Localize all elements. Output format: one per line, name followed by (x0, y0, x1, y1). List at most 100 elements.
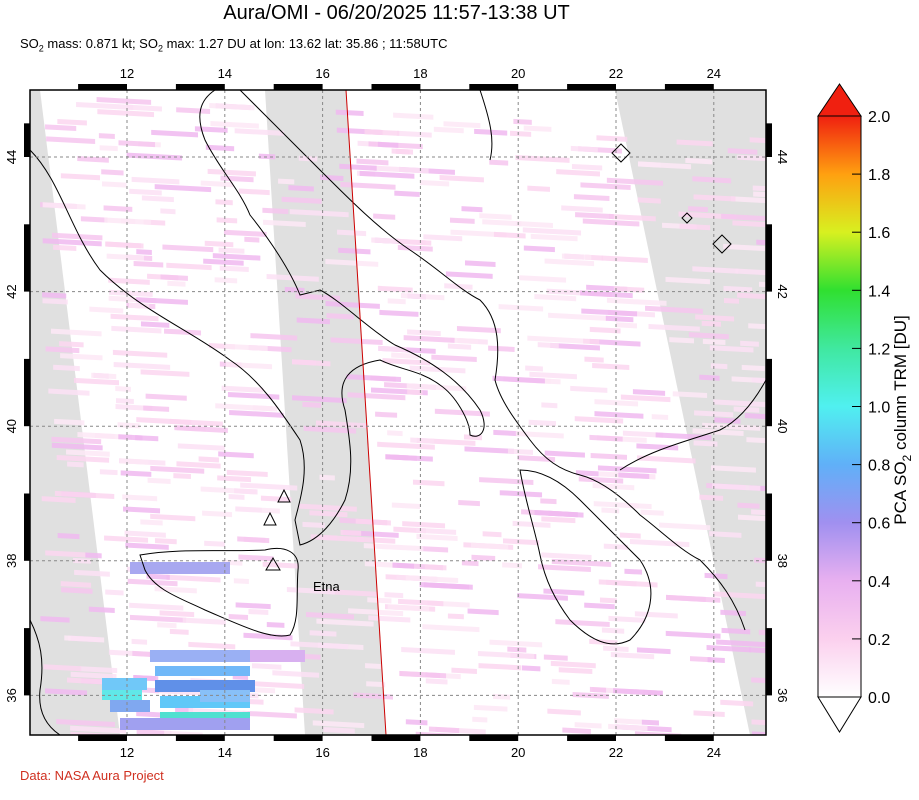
colorbar-tick-label: 0.8 (868, 458, 890, 475)
so2-pixel (154, 538, 177, 545)
so2-pixel (129, 302, 150, 309)
so2-pixel (541, 402, 558, 409)
so2-pixel (238, 188, 270, 196)
so2-pixel (141, 195, 174, 203)
so2-pixel (235, 506, 262, 513)
lon-tick-label-top: 24 (707, 66, 721, 81)
so2-pixel (355, 747, 414, 755)
so2-pixel (251, 663, 282, 670)
so2-pixel (702, 338, 726, 346)
so2-pixel (326, 589, 377, 597)
so2-pixel (216, 217, 238, 224)
so2-pixel (113, 361, 171, 370)
so2-pixel (373, 213, 396, 220)
etna-volcano-marker[interactable] (265, 557, 281, 571)
so2-pixel (672, 391, 708, 399)
so2-pixel (527, 335, 585, 344)
so2-pixel (229, 410, 284, 418)
diamond-marker[interactable] (681, 212, 693, 224)
so2-pixel (143, 405, 170, 412)
so2-pixel (40, 616, 70, 623)
so2-pixel-layer (40, 97, 766, 757)
so2-pixel (164, 328, 202, 336)
so2-pixel (115, 404, 153, 411)
so2-pixel (422, 624, 480, 633)
so2-pixel (492, 693, 511, 700)
so2-pixel (434, 408, 490, 417)
diamond-marker[interactable] (712, 234, 732, 254)
diamond-marker[interactable] (611, 143, 631, 163)
so2-pixel (177, 443, 225, 451)
so2-pixel (749, 485, 766, 493)
so2-pixel (599, 597, 617, 604)
so2-pixel (679, 223, 711, 231)
so2-pixel-high (250, 650, 305, 662)
so2-pixel (209, 102, 255, 111)
so2-pixel (60, 581, 92, 588)
so2-mass-prefix: SO (20, 36, 39, 51)
map-title: Aura/OMI - 06/20/2025 11:57-13:38 UT (223, 2, 570, 24)
so2-pixel (699, 494, 724, 501)
so2-pixel (601, 255, 648, 263)
so2-pixel (377, 441, 435, 450)
so2-pixel (42, 202, 86, 210)
so2-pixel (167, 280, 186, 287)
longitude-labels-top: 12 14 16 18 20 22 24 (120, 66, 721, 81)
so2-pixel (387, 298, 406, 305)
so2-pixel (645, 305, 703, 314)
so2-pixel-high (120, 718, 250, 730)
so2-pixel (751, 509, 766, 517)
so2-pixel (57, 533, 80, 540)
so2-pixel (589, 338, 641, 347)
so2-pixel (634, 749, 693, 757)
so2-pixel (111, 325, 162, 334)
so2-pixel (601, 507, 620, 514)
so2-pixel (503, 538, 540, 546)
so2-pixel (665, 276, 710, 285)
lon-tick-label-bottom: 14 (218, 745, 232, 760)
so2-pixel (527, 185, 550, 192)
so2-pixel (147, 477, 171, 484)
so2-pixel (359, 170, 415, 179)
so2-pixel (541, 552, 592, 561)
so2-pixel (367, 597, 392, 604)
so2-pixel (597, 465, 657, 474)
so2-pixel (711, 465, 756, 473)
so2-pixel (258, 153, 276, 160)
so2-pixel (396, 130, 432, 138)
so2-pixel (97, 109, 155, 118)
frame-bar (24, 358, 30, 427)
so2-pixel (109, 289, 153, 298)
colorbar-tick-label: 0.6 (868, 516, 890, 533)
so2-pixel (752, 185, 766, 193)
so2-pixel (110, 313, 159, 322)
nodata-swath-east (615, 90, 766, 735)
lat-tick-label-right: 42 (775, 284, 790, 298)
longitude-labels-bottom: 12 14 16 18 20 22 24 (120, 745, 721, 760)
stromboli-volcano-marker[interactable] (277, 488, 291, 503)
so2-pixel (561, 205, 603, 213)
so2-pixel (204, 540, 225, 547)
so2-pixel (281, 196, 322, 204)
so2-pixel (250, 333, 298, 341)
so2-pixel (176, 107, 211, 115)
so2-pixel (751, 731, 766, 735)
so2-pixel (247, 698, 264, 705)
so2-pixel (733, 406, 760, 413)
so2-pixel (233, 578, 249, 585)
so2-pixel (101, 169, 124, 176)
so2-pixel (471, 554, 496, 561)
colorbar-tick-label: 0.4 (868, 574, 890, 591)
so2-pixel (692, 176, 732, 184)
so2-pixel (641, 719, 659, 726)
coastlines (30, 90, 766, 735)
so2-pixel (98, 133, 115, 140)
lon-tick-label-top: 16 (315, 66, 329, 81)
map-panel: Etna (30, 90, 766, 757)
vulcano-volcano-marker[interactable] (263, 511, 277, 526)
so2-pixel (105, 589, 124, 596)
so2-pixel (218, 451, 254, 459)
frame-bar (766, 493, 772, 561)
so2-pixel (470, 542, 509, 550)
so2-pixel (154, 184, 212, 193)
